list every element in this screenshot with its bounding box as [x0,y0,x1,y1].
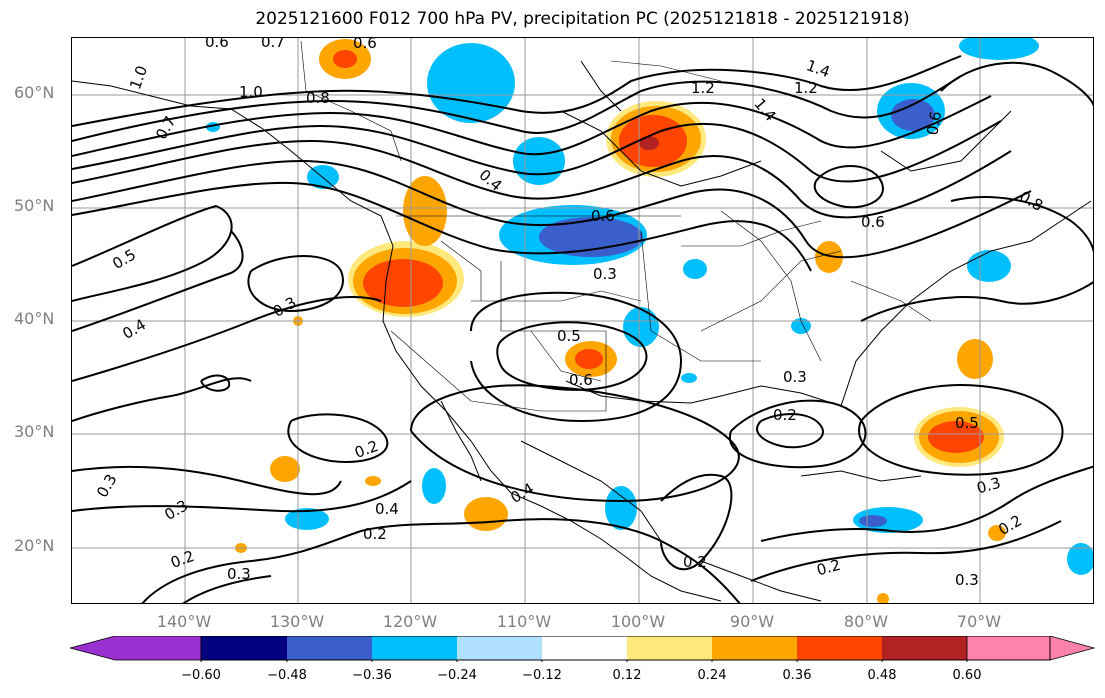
colorbar-segment [966,636,1096,661]
contour-label: 0.6 [569,371,593,389]
lat-label-40n: 40°N [14,309,55,328]
contour-label: 0.3 [270,293,300,321]
map-panel: 0.6 0.7 0.6 1.0 1.0 0.8 0.7 1.2 1.4 1.2 … [71,37,1094,604]
contour-label: 0.2 [815,556,843,580]
colorbar-tick-label: 0.48 [867,668,897,683]
lon-label-130w: 130°W [269,612,325,631]
colorbar-segment [201,636,287,660]
colorbar-tick-label: −0.12 [522,668,562,683]
map-canvas: 0.6 0.7 0.6 1.0 1.0 0.8 0.7 1.2 1.4 1.2 … [72,38,1093,603]
colorbar-segment [712,636,797,660]
contour-label: 0.5 [557,327,581,345]
lon-label-110w: 110°W [496,612,552,631]
map-title: 2025121600 F012 700 hPa PV, precipitatio… [255,9,910,29]
contour-label: 0.4 [476,166,506,195]
contour-label: 1.2 [691,79,715,97]
colorbar-tick-label: 0.60 [952,668,982,683]
colorbar-segment [882,636,967,660]
precip-positive-areas [235,39,1006,603]
contour-label: 0.3 [955,571,979,589]
contour-label: 1.0 [239,83,263,101]
contour-label: 0.2 [683,553,707,571]
colorbar-tick-label: −0.60 [181,668,221,683]
contour-label: 1.2 [794,79,818,97]
colorbar-tick-label: 0.24 [697,668,727,683]
graticule [72,38,1093,603]
colorbar-segment [457,636,542,660]
lon-label-80w: 80°W [843,612,889,631]
contour-label: 0.6 [591,207,615,225]
contour-label: 0.2 [773,406,797,424]
colorbar-segment [627,636,712,660]
lon-label-90w: 90°W [729,612,775,631]
colorbar-segment [542,636,627,660]
contour-label: 0.2 [168,547,197,572]
colorbar-segment [372,636,457,660]
lat-label-60n: 60°N [14,83,55,102]
contour-label: 0.2 [363,525,387,543]
lon-label-140w: 140°W [156,612,212,631]
contour-label: 0.3 [975,474,1003,498]
lat-label-50n: 50°N [14,196,55,215]
lat-label-20n: 20°N [14,536,55,555]
contour-label: 0.3 [161,496,191,524]
contour-label: 0.6 [923,110,945,137]
contour-label: 0.4 [375,500,399,518]
contour-label: 0.3 [93,471,121,501]
colorbar [70,636,1096,662]
contour-label: 0.3 [593,265,617,283]
contour-label: 0.7 [261,38,285,51]
colorbar-segment [797,636,882,660]
contour-label: 0.6 [205,38,229,51]
colorbar-tick-label: 0.12 [612,668,642,683]
contour-label: 0.4 [119,315,149,343]
contour-label: 1.4 [750,95,779,125]
contour-label: 0.3 [227,565,251,583]
lon-label-120w: 120°W [382,612,438,631]
political-borders [300,40,932,412]
contour-labels: 0.6 0.7 0.6 1.0 1.0 0.8 0.7 1.2 1.4 1.2 … [93,38,1046,589]
colorbar-tick-label: −0.36 [352,668,392,683]
contour-label: 0.8 [306,89,330,107]
contour-label: 0.5 [955,414,979,432]
contour-label: 1.4 [804,56,833,81]
colorbar-tick-label: −0.24 [437,668,477,683]
colorbar-tick-label: −0.48 [267,668,307,683]
contour-label: 0.3 [783,368,807,386]
contour-label: 1.0 [126,63,151,92]
colorbar-segment [70,636,202,661]
lon-label-70w: 70°W [956,612,1002,631]
colorbar-tick-label: 0.36 [782,668,812,683]
pv-contours [72,55,1093,603]
colorbar-segment [287,636,372,660]
contour-label: 0.6 [353,38,377,52]
contour-label: 0.2 [352,437,381,462]
contour-label: 0.8 [1016,187,1046,215]
lat-label-30n: 30°N [14,422,55,441]
lon-label-100w: 100°W [610,612,666,631]
contour-label: 0.5 [109,245,139,273]
contour-label: 0.6 [861,213,885,231]
coastlines [72,60,1092,602]
